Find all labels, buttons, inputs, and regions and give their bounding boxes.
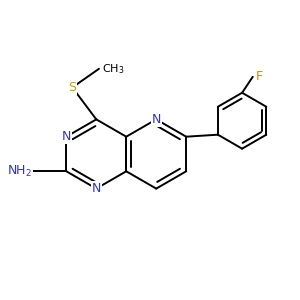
Text: N: N [152, 113, 161, 126]
Text: F: F [255, 70, 262, 83]
Text: N: N [92, 182, 101, 195]
Text: S: S [68, 81, 76, 94]
Text: CH$_3$: CH$_3$ [102, 62, 124, 76]
Text: N: N [61, 130, 71, 143]
Text: NH$_2$: NH$_2$ [7, 164, 32, 179]
